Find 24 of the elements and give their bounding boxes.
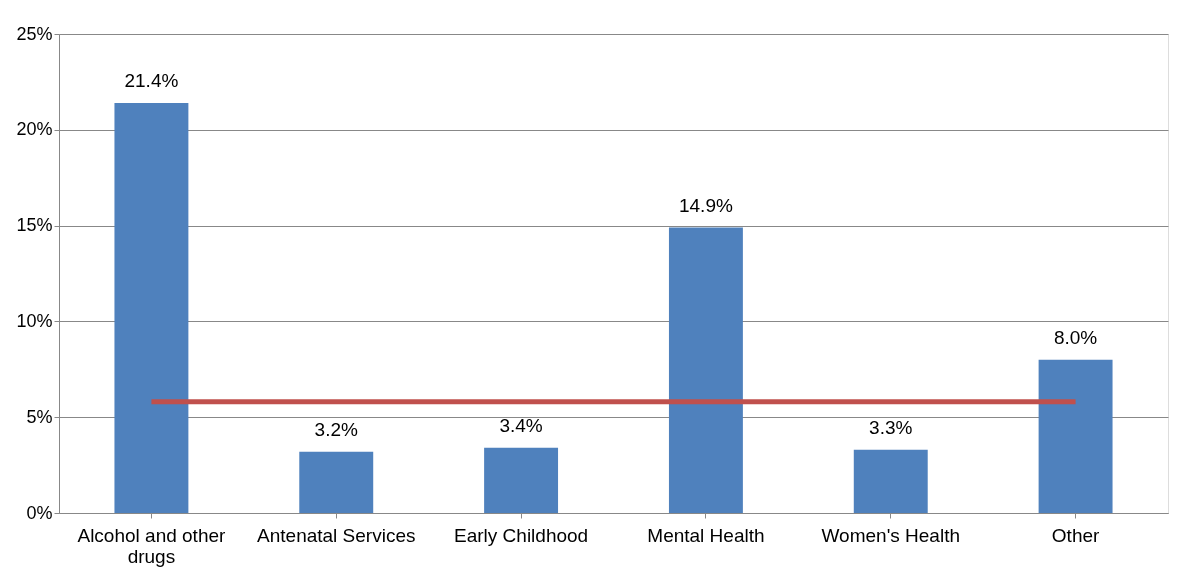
bar [114, 102, 189, 513]
bar [853, 449, 928, 513]
x-tick-label: Mental Health [647, 524, 765, 546]
data-label: 3.2% [314, 418, 359, 440]
x-tick-label: Women's Health [821, 524, 960, 546]
x-tick-label: Alcohol and other drugs [77, 524, 227, 567]
bar [1038, 359, 1113, 513]
y-tick-label: 25% [16, 23, 53, 44]
x-tick-label: Early Childhood [454, 524, 589, 546]
y-tick-label: 5% [26, 406, 53, 427]
data-label: 21.4% [124, 69, 179, 91]
bar [484, 447, 559, 513]
data-label: 3.4% [499, 414, 543, 436]
y-tick-label: 20% [16, 119, 53, 140]
data-label: 8.0% [1053, 326, 1098, 348]
x-tick-label: Antenatal Services [257, 524, 416, 546]
data-label: 3.3% [869, 416, 913, 438]
bar [668, 227, 743, 513]
y-tick-label: 0% [26, 502, 53, 523]
y-tick-label: 10% [16, 310, 53, 331]
bar [299, 451, 374, 513]
data-label: 14.9% [678, 194, 733, 216]
y-tick-label: 15% [16, 215, 53, 236]
x-tick-label: Other [1051, 524, 1101, 546]
